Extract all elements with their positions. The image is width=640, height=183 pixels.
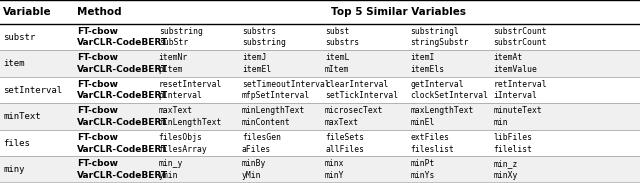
Text: item: item (3, 59, 25, 68)
Text: maxText: maxText (159, 106, 193, 115)
Text: fileslist: fileslist (410, 145, 454, 154)
Text: miny: miny (3, 165, 25, 174)
Bar (0, 103, 640, 130)
Text: itemEl: itemEl (242, 65, 271, 74)
Text: getInterval: getInterval (410, 80, 464, 89)
Text: mfpSetInterval: mfpSetInterval (242, 92, 310, 100)
Text: VarCLR-CodeBERT: VarCLR-CodeBERT (77, 65, 168, 74)
Text: extFiles: extFiles (410, 133, 449, 142)
Bar (0, 24, 640, 50)
Text: setTickInterval: setTickInterval (325, 92, 398, 100)
Text: itemJ: itemJ (242, 53, 266, 62)
Text: ymin: ymin (159, 171, 178, 180)
Text: VarCLR-CodeBERT: VarCLR-CodeBERT (77, 145, 168, 154)
Text: setInterval: setInterval (3, 86, 62, 95)
Text: resetInterval: resetInterval (159, 80, 222, 89)
Text: substring: substring (242, 38, 286, 47)
Text: yMin: yMin (242, 171, 261, 180)
Text: minText: minText (3, 112, 41, 121)
Text: minYs: minYs (410, 171, 435, 180)
Text: min_y: min_y (159, 159, 183, 168)
Bar (0, 50, 640, 77)
Text: minx: minx (325, 159, 344, 168)
Text: itemEls: itemEls (410, 65, 444, 74)
Bar (0, 77, 640, 103)
Text: minY: minY (325, 171, 344, 180)
Text: aFiles: aFiles (242, 145, 271, 154)
Text: itemNr: itemNr (159, 53, 188, 62)
Text: clockSetInterval: clockSetInterval (410, 92, 488, 100)
Text: stringSubstr: stringSubstr (410, 38, 468, 47)
Text: files: files (3, 139, 30, 148)
Text: VarCLR-CodeBERT: VarCLR-CodeBERT (77, 92, 168, 100)
Text: maxLengthText: maxLengthText (410, 106, 474, 115)
Text: substrs: substrs (325, 38, 359, 47)
Text: filesGen: filesGen (242, 133, 281, 142)
Text: fileSets: fileSets (325, 133, 364, 142)
Text: substr: substr (3, 33, 35, 42)
Text: itemValue: itemValue (493, 65, 538, 74)
Text: minEl: minEl (410, 118, 435, 127)
Text: itemL: itemL (325, 53, 349, 62)
Text: substringl: substringl (410, 27, 459, 36)
Text: minLengthText: minLengthText (159, 118, 222, 127)
Text: VarCLR-CodeBERT: VarCLR-CodeBERT (77, 118, 168, 127)
Text: Variable: Variable (3, 7, 52, 17)
Text: FT-cbow: FT-cbow (77, 53, 118, 62)
Text: min_z: min_z (493, 159, 518, 168)
Text: allFiles: allFiles (325, 145, 364, 154)
Text: pItem: pItem (159, 65, 183, 74)
Text: itemI: itemI (410, 53, 435, 62)
Text: VarCLR-CodeBERT: VarCLR-CodeBERT (77, 171, 168, 180)
Text: clearInterval: clearInterval (325, 80, 388, 89)
Text: pInterval: pInterval (159, 92, 203, 100)
Text: itemAt: itemAt (493, 53, 523, 62)
Text: FT-cbow: FT-cbow (77, 80, 118, 89)
Text: filesObjs: filesObjs (159, 133, 203, 142)
Text: libFiles: libFiles (493, 133, 532, 142)
Text: filesArray: filesArray (159, 145, 207, 154)
Text: minBy: minBy (242, 159, 266, 168)
Text: Method: Method (77, 7, 122, 17)
Text: iInterval: iInterval (493, 92, 538, 100)
Text: minXy: minXy (493, 171, 518, 180)
Text: substrCount: substrCount (493, 27, 547, 36)
Text: substring: substring (159, 27, 203, 36)
Text: subst: subst (325, 27, 349, 36)
Text: substrs: substrs (242, 27, 276, 36)
Text: retInterval: retInterval (493, 80, 547, 89)
Text: Top 5 Similar Variables: Top 5 Similar Variables (331, 7, 466, 17)
Text: setTimeoutInterval: setTimeoutInterval (242, 80, 330, 89)
Text: minContent: minContent (242, 118, 291, 127)
Bar (0, 156, 640, 183)
Text: substrCount: substrCount (493, 38, 547, 47)
Bar (0, 130, 640, 156)
Text: microsecText: microsecText (325, 106, 383, 115)
Text: minuteText: minuteText (493, 106, 542, 115)
Text: mItem: mItem (325, 65, 349, 74)
Text: filelist: filelist (493, 145, 532, 154)
Text: VarCLR-CodeBERT: VarCLR-CodeBERT (77, 38, 168, 47)
Text: maxText: maxText (325, 118, 359, 127)
Text: minLengthText: minLengthText (242, 106, 305, 115)
Text: minPt: minPt (410, 159, 435, 168)
Text: subStr: subStr (159, 38, 188, 47)
Text: min: min (493, 118, 508, 127)
Text: FT-cbow: FT-cbow (77, 106, 118, 115)
Text: FT-cbow: FT-cbow (77, 159, 118, 168)
Text: FT-cbow: FT-cbow (77, 27, 118, 36)
Text: FT-cbow: FT-cbow (77, 133, 118, 142)
